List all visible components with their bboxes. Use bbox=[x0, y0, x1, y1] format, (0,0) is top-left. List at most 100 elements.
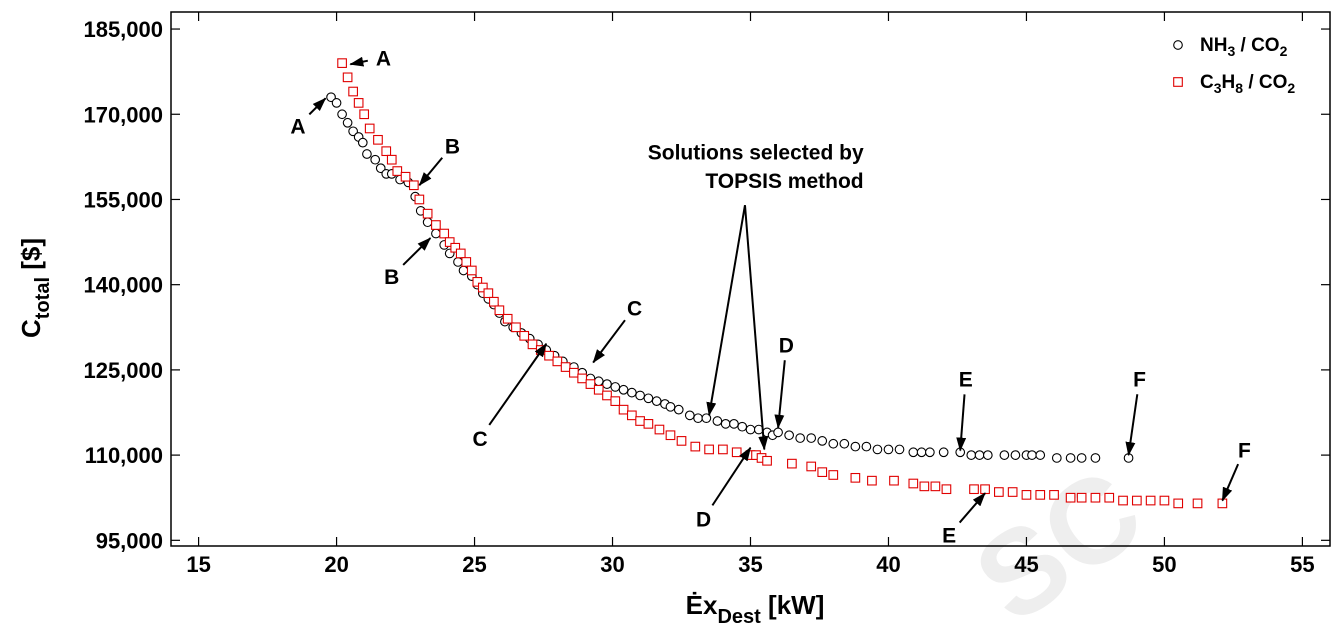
data-point-circle bbox=[362, 149, 372, 159]
data-point-square bbox=[1021, 490, 1032, 500]
data-point-circle bbox=[1065, 453, 1076, 463]
data-point-circle bbox=[828, 438, 839, 449]
legend-marker bbox=[1173, 77, 1183, 87]
data-point-circle bbox=[861, 441, 872, 452]
data-point-square bbox=[731, 447, 742, 458]
data-point-circle bbox=[684, 410, 695, 421]
data-point-square bbox=[364, 123, 375, 134]
data-point-square bbox=[477, 282, 488, 293]
data-point-circle bbox=[974, 450, 985, 460]
annotation-arrow bbox=[418, 157, 444, 187]
data-point-square bbox=[342, 72, 353, 83]
data-point-square bbox=[690, 441, 701, 452]
data-point-square bbox=[919, 481, 930, 492]
annotation-label: D bbox=[779, 334, 794, 357]
data-point-square bbox=[704, 444, 714, 455]
y-tick-label: 95,000 bbox=[96, 528, 163, 553]
annotation-arrow bbox=[958, 492, 986, 524]
data-point-circle bbox=[1010, 450, 1021, 460]
data-point-circle bbox=[610, 382, 621, 392]
y-tick-label: 170,000 bbox=[83, 102, 163, 127]
data-point-circle bbox=[729, 419, 739, 429]
data-point-circle bbox=[916, 447, 927, 458]
data-point-circle bbox=[999, 450, 1010, 460]
x-tick-label: 55 bbox=[1290, 552, 1314, 577]
data-point-square bbox=[455, 248, 466, 259]
data-point-circle bbox=[651, 396, 662, 406]
data-point-square bbox=[544, 350, 554, 361]
data-point-circle bbox=[348, 126, 358, 137]
legend-label: NH3 / CO2 bbox=[1200, 35, 1288, 59]
data-point-square bbox=[392, 166, 403, 176]
data-point-circle bbox=[635, 390, 645, 401]
data-point-square bbox=[353, 98, 364, 108]
y-tick-label: 185,000 bbox=[83, 17, 163, 42]
data-point-square bbox=[1049, 490, 1059, 500]
annotation-label: B bbox=[445, 136, 460, 159]
data-point-square bbox=[511, 322, 521, 333]
annotation-arrow bbox=[711, 446, 752, 506]
data-point-circle bbox=[1035, 450, 1046, 460]
data-point-square bbox=[593, 384, 604, 395]
annotation-arrow bbox=[488, 342, 548, 426]
data-point-circle bbox=[357, 137, 368, 148]
data-point-square bbox=[817, 467, 828, 477]
data-point-circle bbox=[806, 433, 817, 443]
data-point-square bbox=[626, 410, 637, 421]
legend-marker bbox=[1173, 40, 1183, 50]
data-point-square bbox=[422, 208, 433, 219]
data-point-square bbox=[1192, 498, 1203, 509]
data-point-circle bbox=[850, 441, 861, 452]
legend-entry-0: NH3 / CO2 bbox=[1173, 35, 1288, 59]
data-point-square bbox=[472, 276, 483, 287]
data-point-square bbox=[908, 478, 919, 489]
data-point-square bbox=[466, 265, 477, 276]
data-point-square bbox=[1118, 495, 1128, 506]
data-point-square bbox=[618, 404, 629, 415]
data-point-circle bbox=[602, 379, 612, 389]
y-tick-label: 140,000 bbox=[83, 273, 163, 298]
annotation-label: D bbox=[696, 509, 711, 532]
data-point-square bbox=[643, 419, 654, 429]
data-point-square bbox=[450, 242, 461, 253]
data-point-square bbox=[381, 146, 392, 157]
data-point-square bbox=[980, 484, 990, 495]
x-tick-label: 40 bbox=[876, 552, 900, 577]
data-point-square bbox=[930, 481, 941, 492]
annotation-label: F bbox=[1238, 439, 1251, 462]
data-point-square bbox=[889, 475, 899, 486]
data-point-square bbox=[483, 288, 494, 299]
data-point-square bbox=[1159, 495, 1170, 506]
data-point-square bbox=[408, 180, 419, 191]
data-point-circle bbox=[908, 447, 919, 458]
data-point-square bbox=[560, 362, 571, 372]
annotation-label: C bbox=[472, 428, 487, 451]
data-point-square bbox=[494, 305, 505, 316]
data-point-circle bbox=[817, 436, 828, 446]
data-point-circle bbox=[883, 444, 894, 455]
data-point-circle bbox=[982, 450, 993, 460]
data-point-square bbox=[828, 470, 839, 480]
topsis-label-line1: Solutions selected by bbox=[648, 142, 864, 165]
data-point-square bbox=[867, 475, 877, 486]
annotations: A A B B C C D D E E F F Solutions selected by TOPSIS … bbox=[290, 47, 1251, 547]
legend: NH3 / CO2 C3H8 / CO2 bbox=[1173, 35, 1295, 96]
data-point-circle bbox=[1090, 453, 1101, 463]
data-point-square bbox=[414, 194, 425, 205]
data-point-circle bbox=[673, 404, 684, 415]
data-point-circle bbox=[331, 98, 342, 108]
annotation-label: F bbox=[1133, 368, 1146, 391]
x-tick-label: 15 bbox=[186, 552, 210, 577]
data-point-circle bbox=[712, 416, 723, 426]
data-point-square bbox=[610, 396, 621, 406]
data-point-circle bbox=[337, 109, 347, 120]
annotation-arrow bbox=[774, 360, 786, 429]
annotation-arrow bbox=[349, 56, 369, 67]
data-point-square bbox=[994, 487, 1004, 497]
watermark: SC bbox=[952, 443, 1165, 633]
x-tick-label: 20 bbox=[324, 552, 348, 577]
data-point-square bbox=[665, 430, 676, 441]
data-point-circle bbox=[720, 419, 731, 429]
annotation-arrow bbox=[402, 237, 432, 266]
